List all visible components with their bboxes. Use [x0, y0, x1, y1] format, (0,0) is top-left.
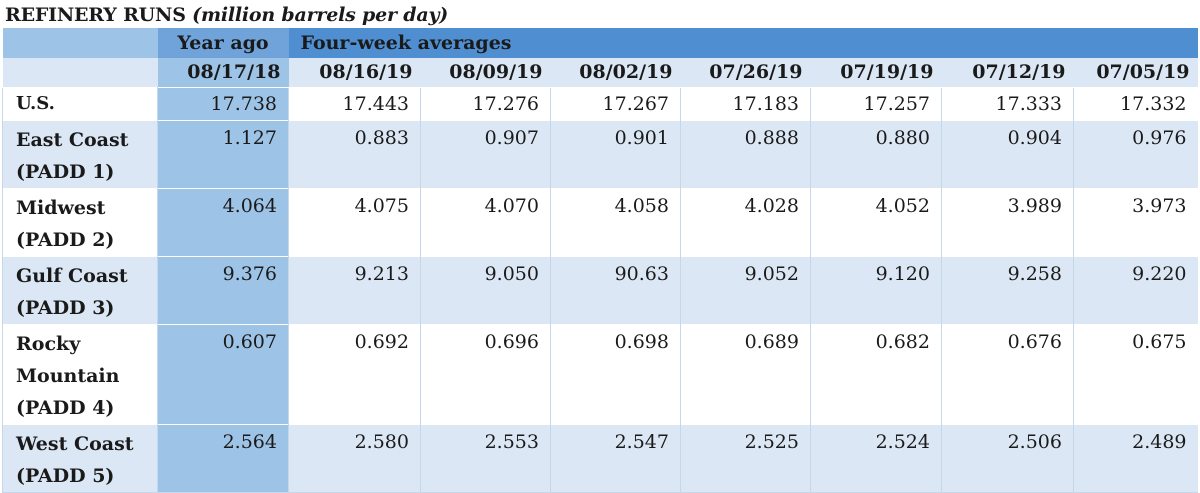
cell: 2.524	[810, 424, 942, 493]
cell: 0.907	[420, 120, 551, 189]
cell: 4.028	[680, 188, 811, 257]
row-label: Midwest (PADD 2)	[2, 188, 158, 257]
cell: 0.696	[420, 324, 551, 425]
cell: 0.698	[550, 324, 681, 425]
row-label: West Coast (PADD 5)	[2, 424, 158, 493]
cell: 0.976	[1072, 120, 1198, 189]
column-header: 07/05/19	[1073, 58, 1198, 88]
row-label: East Coast (PADD 1)	[2, 120, 158, 189]
table-row: Midwest (PADD 2) 4.064 4.075 4.070 4.058…	[2, 188, 1198, 257]
cell: 9.050	[420, 256, 551, 325]
cell: 17.738	[157, 87, 289, 121]
cell: 0.675	[1072, 324, 1198, 425]
date-header-row: 08/17/18 08/16/19 08/09/19 08/02/19 07/2…	[2, 58, 1198, 88]
cell: 9.376	[157, 256, 289, 325]
table-row: Rocky Mountain (PADD 4) 0.607 0.692 0.69…	[2, 324, 1198, 425]
cell: 90.63	[550, 256, 681, 325]
cell: 0.901	[550, 120, 681, 189]
cell: 9.052	[680, 256, 811, 325]
cell: 4.058	[550, 188, 681, 257]
cell: 2.564	[157, 424, 289, 493]
cell: 3.989	[941, 188, 1074, 257]
cell: 0.904	[941, 120, 1074, 189]
title-units: (million barrels per day)	[192, 4, 449, 26]
table-title: REFINERY RUNS (million barrels per day)	[5, 2, 448, 28]
column-header: 07/12/19	[941, 58, 1074, 88]
row-label: Rocky Mountain (PADD 4)	[2, 324, 158, 425]
cell: 9.213	[288, 256, 421, 325]
column-header: 08/02/19	[550, 58, 681, 88]
cell: 0.883	[288, 120, 421, 189]
cell: 9.220	[1072, 256, 1198, 325]
header-band: Year ago Four-week averages	[2, 28, 1198, 58]
column-header: 07/26/19	[680, 58, 811, 88]
cell: 2.547	[550, 424, 681, 493]
cell: 17.267	[550, 87, 681, 121]
column-header: 07/19/19	[810, 58, 942, 88]
cell: 1.127	[157, 120, 289, 189]
cell: 9.120	[810, 256, 942, 325]
table-row: Gulf Coast (PADD 3) 9.376 9.213 9.050 90…	[2, 256, 1198, 325]
column-header: 08/17/18	[157, 58, 289, 88]
four-week-averages-header: Four-week averages	[288, 28, 1198, 58]
title-main: REFINERY RUNS	[5, 4, 186, 26]
cell: 4.070	[420, 188, 551, 257]
cell: 0.888	[680, 120, 811, 189]
cell: 2.580	[288, 424, 421, 493]
header-corner	[2, 28, 158, 58]
cell: 2.525	[680, 424, 811, 493]
cell: 3.973	[1072, 188, 1198, 257]
table-row: U.S. 17.738 17.443 17.276 17.267 17.183 …	[2, 87, 1198, 121]
cell: 9.258	[941, 256, 1074, 325]
refinery-runs-table: Year ago Four-week averages 08/17/18 08/…	[2, 28, 1198, 493]
cell: 2.506	[941, 424, 1074, 493]
column-header: 08/09/19	[420, 58, 551, 88]
cell: 4.064	[157, 188, 289, 257]
row-label: U.S.	[2, 87, 158, 121]
cell: 17.443	[288, 87, 421, 121]
table-row: East Coast (PADD 1) 1.127 0.883 0.907 0.…	[2, 120, 1198, 189]
cell: 4.075	[288, 188, 421, 257]
cell: 17.332	[1072, 87, 1198, 121]
cell: 17.333	[941, 87, 1074, 121]
cell: 17.257	[810, 87, 942, 121]
column-header: 08/16/19	[288, 58, 421, 88]
cell: 2.553	[420, 424, 551, 493]
cell: 2.489	[1072, 424, 1198, 493]
cell: 17.276	[420, 87, 551, 121]
cell: 0.682	[810, 324, 942, 425]
cell: 0.689	[680, 324, 811, 425]
year-ago-header: Year ago	[157, 28, 289, 58]
cell: 0.692	[288, 324, 421, 425]
table-row: West Coast (PADD 5) 2.564 2.580 2.553 2.…	[2, 424, 1198, 493]
row-label: Gulf Coast (PADD 3)	[2, 256, 158, 325]
cell: 0.607	[157, 324, 289, 425]
cell: 0.676	[941, 324, 1074, 425]
cell: 4.052	[810, 188, 942, 257]
date-header-corner	[2, 58, 158, 88]
cell: 0.880	[810, 120, 942, 189]
cell: 17.183	[680, 87, 811, 121]
